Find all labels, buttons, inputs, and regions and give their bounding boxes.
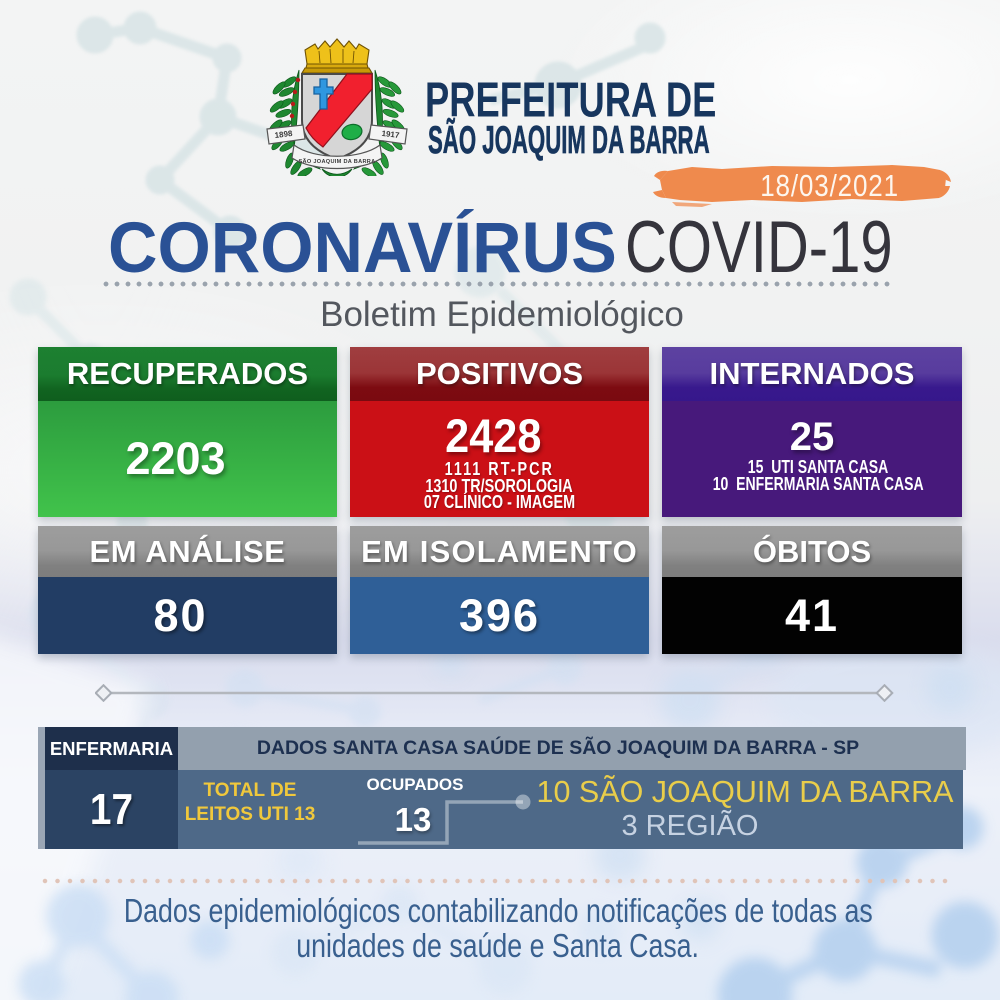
svg-text:SÃO JOAQUIM DA BARRA: SÃO JOAQUIM DA BARRA — [299, 158, 376, 165]
svg-text:1898: 1898 — [274, 129, 293, 140]
svg-text:1917: 1917 — [381, 129, 400, 140]
